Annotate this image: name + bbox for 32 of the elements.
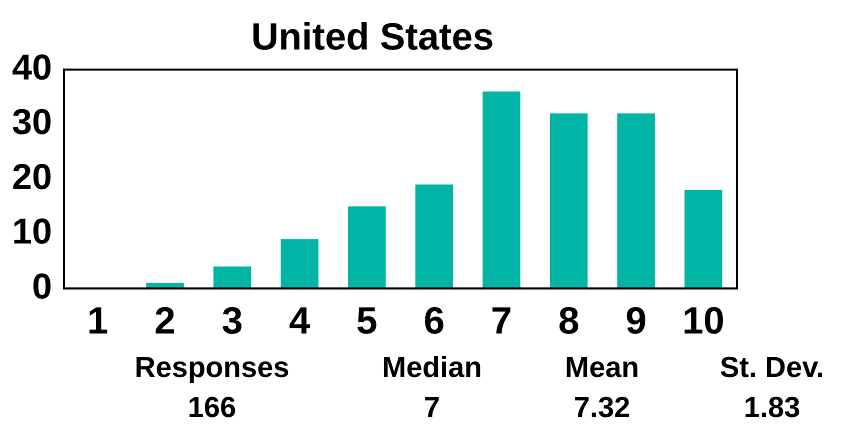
bar (415, 184, 454, 288)
bar (550, 113, 588, 288)
text: 7 (422, 391, 442, 426)
bar (348, 206, 386, 288)
bar (482, 91, 520, 288)
text: 1.83 (742, 391, 802, 426)
chart-title: United States (251, 16, 494, 58)
text: 166 (186, 391, 238, 426)
x-tick-label: 3 (222, 300, 243, 343)
text: Median (381, 351, 483, 386)
text: 7.32 (572, 391, 632, 426)
y-tick-label: 20 (12, 156, 52, 197)
y-tick-label: 10 (12, 210, 52, 252)
x-tick-label: 10 (682, 300, 724, 343)
x-tick-label: 1 (87, 300, 108, 343)
y-tick-label: 0 (32, 265, 52, 306)
y-tick-label: 30 (12, 101, 52, 142)
x-tick-label: 9 (625, 300, 647, 343)
x-tick-label: 8 (558, 300, 580, 343)
bar (213, 266, 252, 288)
bar (617, 113, 655, 288)
x-tick-label: 7 (490, 300, 512, 343)
text: Mean (564, 351, 640, 386)
bar (684, 190, 722, 288)
bar (280, 239, 318, 288)
text: Responses (134, 351, 290, 386)
x-tick-label: 4 (289, 300, 310, 343)
x-tick-label: 2 (154, 300, 176, 343)
x-tick-label: 6 (424, 300, 445, 343)
text: St. Dev. (718, 351, 826, 386)
x-tick-label: 5 (356, 300, 378, 343)
y-tick-label: 40 (12, 46, 52, 88)
